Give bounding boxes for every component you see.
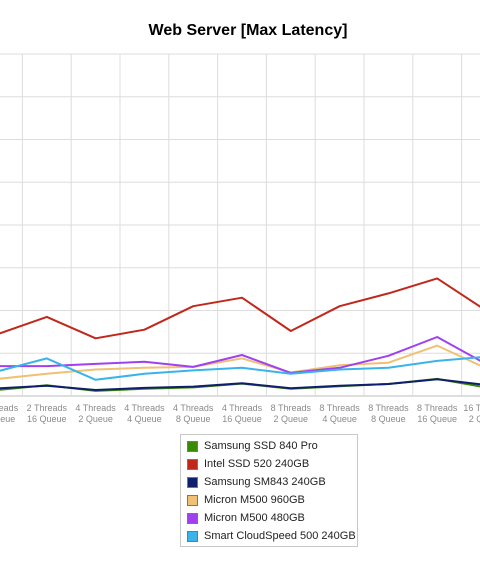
x-tick-label: 4 Threads [173, 403, 214, 413]
grid [0, 53, 480, 397]
legend-label: Micron M500 480GB [204, 512, 305, 524]
legend-item: Micron M500 480GB [181, 509, 357, 527]
x-tick-label: 2 Threads [0, 403, 19, 413]
legend-label: Samsung SSD 840 Pro [204, 440, 318, 452]
x-tick-label: 16 Threads [463, 403, 480, 413]
x-tick-label: 8 Threads [368, 403, 409, 413]
x-tick-label: 4 Threads [75, 403, 116, 413]
x-tick-label: 8 Threads [271, 403, 312, 413]
legend-item: Intel SSD 520 240GB [181, 455, 357, 473]
series-line [0, 277, 480, 340]
x-tick-label: 2 Queue [469, 414, 480, 424]
series-line [0, 344, 480, 380]
legend-item: Smart CloudSpeed 500 240GB [181, 527, 357, 545]
x-tick-label: 16 Queue [417, 414, 457, 424]
x-tick-label: 16 Queue [27, 414, 67, 424]
legend-label: Smart CloudSpeed 500 240GB [204, 530, 356, 542]
legend-label: Micron M500 960GB [204, 494, 305, 506]
legend-item: Samsung SM843 240GB [181, 473, 357, 491]
chart-title: Web Server [Max Latency] [149, 22, 348, 39]
legend: Samsung SSD 840 Pro Intel SSD 520 240GB Sa… [180, 434, 358, 547]
x-tick-label: 8 Threads [417, 403, 458, 413]
x-tick-label: 8 Queue [176, 414, 211, 424]
legend-swatch [187, 512, 198, 524]
legend-label: Intel SSD 520 240GB [204, 458, 310, 470]
legend-swatch [187, 476, 198, 488]
legend-swatch [187, 458, 198, 470]
x-tick-label: 4 Queue [322, 414, 357, 424]
x-tick-label: 4 Queue [0, 414, 15, 424]
x-tick-label: 8 Threads [319, 403, 360, 413]
legend-label: Samsung SM843 240GB [204, 476, 326, 488]
x-tick-label: 4 Threads [222, 403, 263, 413]
x-tick-label: 16 Queue [222, 414, 262, 424]
series-line [0, 356, 480, 381]
legend-item: Samsung SSD 840 Pro [181, 437, 357, 455]
series-line [0, 377, 480, 392]
legend-swatch [187, 530, 198, 542]
series-line [0, 378, 480, 391]
x-tick-label: 8 Queue [371, 414, 406, 424]
legend-item: Micron M500 960GB [181, 491, 357, 509]
x-tick-label: 4 Queue [127, 414, 162, 424]
x-tick-label: 2 Queue [78, 414, 113, 424]
series-lines [0, 277, 480, 392]
series-line [0, 336, 480, 374]
legend-swatch [187, 440, 198, 452]
x-tick-label: 2 Threads [27, 403, 68, 413]
x-tick-label: 4 Threads [124, 403, 165, 413]
x-tick-label: 2 Queue [274, 414, 309, 424]
legend-swatch [187, 494, 198, 506]
